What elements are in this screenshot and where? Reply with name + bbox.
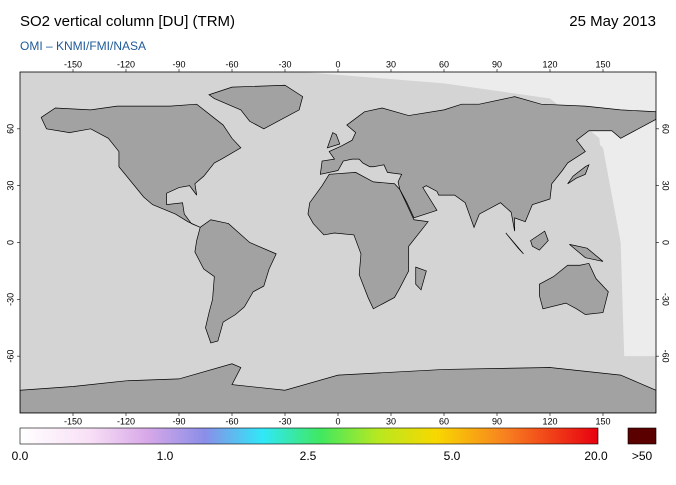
lon-tick-label: 90 <box>492 416 502 426</box>
map <box>20 72 656 413</box>
madagascar <box>415 266 427 291</box>
colorbar-label: 0.0 <box>12 449 29 463</box>
lon-tick-label: -60 <box>225 416 238 426</box>
colorbar-label: 2.5 <box>300 449 317 463</box>
lon-tick-label: -120 <box>117 416 135 426</box>
lon-tick-label: 120 <box>542 416 557 426</box>
swath <box>302 72 656 357</box>
lon-tick-label: 90 <box>492 59 502 69</box>
greenland <box>208 84 304 130</box>
lat-tick-label: -30 <box>661 293 671 306</box>
africa <box>307 172 429 310</box>
britain <box>326 132 341 149</box>
credit: OMI – KNMI/FMI/NASA <box>20 39 146 53</box>
lon-tick-label: -30 <box>278 59 291 69</box>
lon-tick-label: -150 <box>64 59 82 69</box>
lat-tick-label: 0 <box>5 240 15 245</box>
australia <box>539 262 609 315</box>
lon-tick-label: 0 <box>335 416 340 426</box>
lat-tick-label: 0 <box>661 240 671 245</box>
lon-tick-label: -90 <box>172 59 185 69</box>
new-guinea <box>569 244 604 262</box>
colorbar-label: 20.0 <box>584 449 608 463</box>
title: SO2 vertical column [DU] (TRM) <box>20 13 235 30</box>
lat-tick-label: 60 <box>5 124 15 134</box>
lat-tick-label: -30 <box>5 293 15 306</box>
sumatra <box>505 232 524 255</box>
date: 25 May 2013 <box>569 13 656 30</box>
colorbar <box>19 427 599 445</box>
colorbar-overflow <box>627 427 657 445</box>
borneo <box>530 230 549 251</box>
lon-tick-label: -90 <box>172 416 185 426</box>
antarctica <box>20 363 656 413</box>
north-america <box>40 103 242 228</box>
eurasia <box>319 96 656 232</box>
lon-tick-label: 60 <box>439 416 449 426</box>
lon-tick-label: 150 <box>595 59 610 69</box>
colorbar-label: 1.0 <box>157 449 174 463</box>
lon-tick-label: -150 <box>64 416 82 426</box>
lon-tick-label: 30 <box>386 416 396 426</box>
lon-tick-label: 60 <box>439 59 449 69</box>
lon-tick-label: -60 <box>225 59 238 69</box>
lat-tick-label: 30 <box>5 181 15 191</box>
colorbar-label: 5.0 <box>444 449 461 463</box>
lat-tick-label: 60 <box>661 124 671 134</box>
lat-tick-label: 30 <box>661 181 671 191</box>
lon-tick-label: 0 <box>335 59 340 69</box>
japan <box>567 164 590 185</box>
colorbar-label: >50 <box>632 449 653 463</box>
lon-tick-label: 30 <box>386 59 396 69</box>
lon-tick-label: 150 <box>595 416 610 426</box>
lon-tick-label: -30 <box>278 416 291 426</box>
lon-tick-label: 120 <box>542 59 557 69</box>
lat-tick-label: -60 <box>661 350 671 363</box>
lon-tick-label: -120 <box>117 59 135 69</box>
south-america <box>194 219 277 344</box>
lat-tick-label: -60 <box>5 350 15 363</box>
